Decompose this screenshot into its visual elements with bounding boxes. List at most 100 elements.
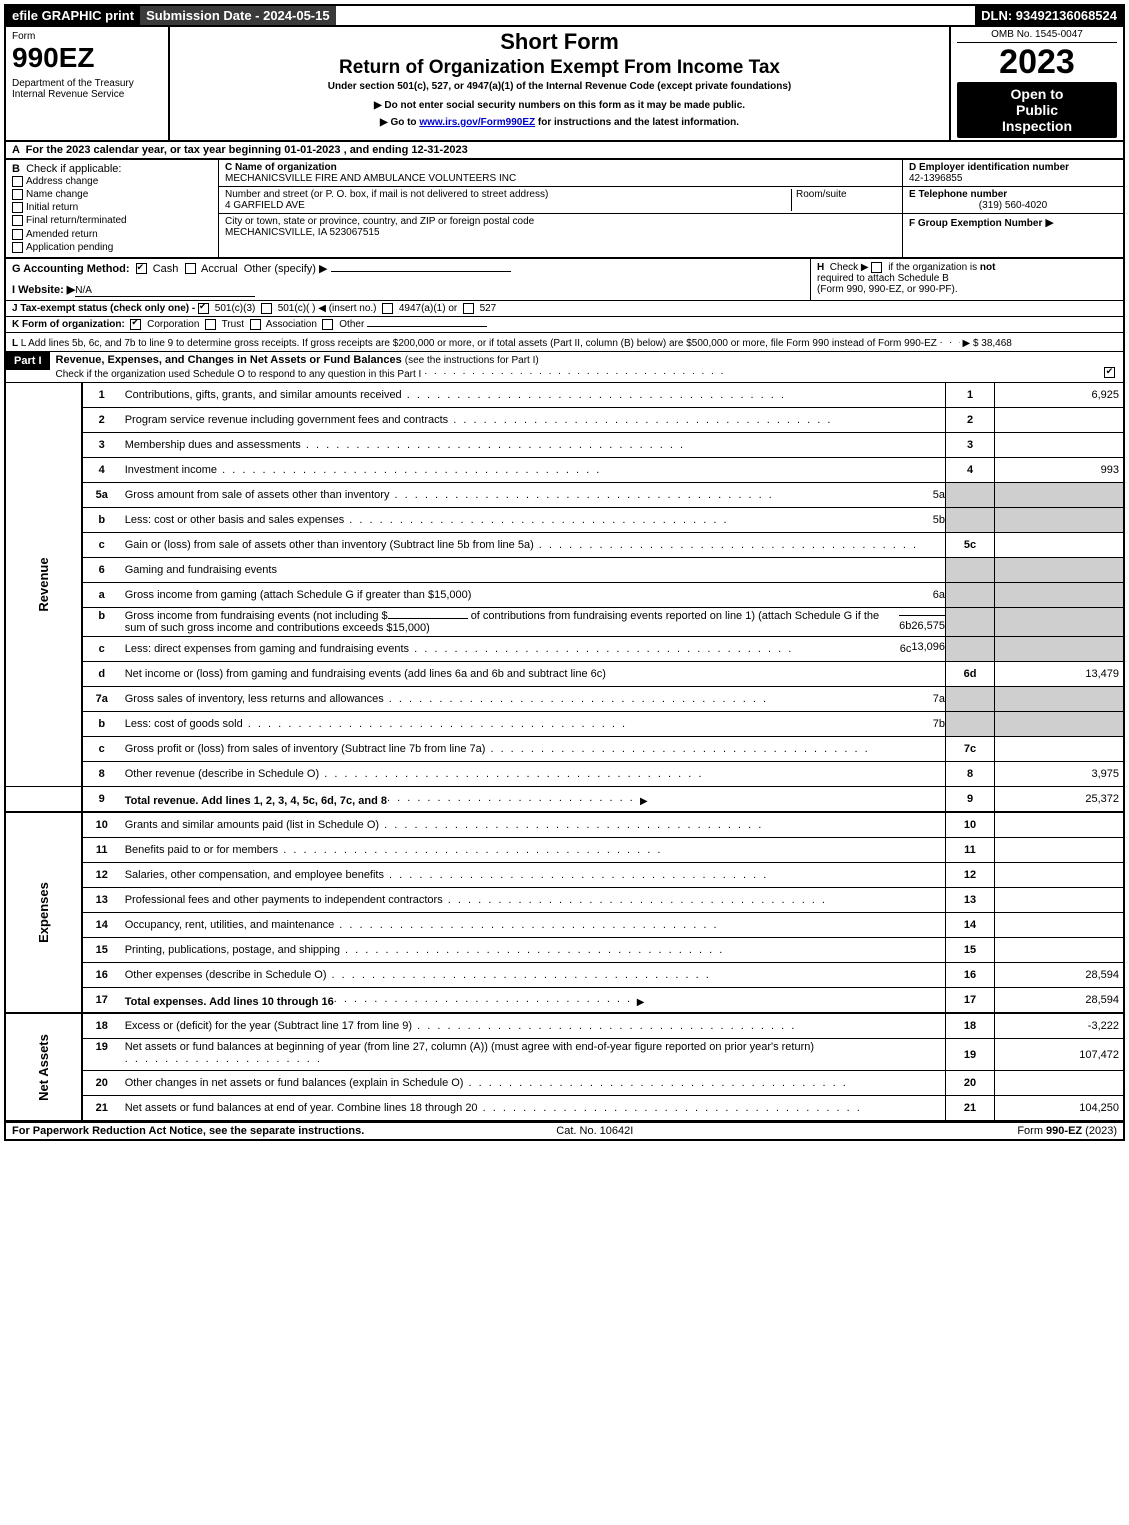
section-c: C Name of organization MECHANICSVILLE FI… <box>219 160 902 257</box>
chk-501c[interactable] <box>261 303 272 314</box>
chk-trust[interactable] <box>205 319 216 330</box>
row-14: 14Occupancy, rent, utilities, and mainte… <box>5 913 1124 938</box>
i-label: I Website: ▶ <box>12 284 75 296</box>
chk-amended[interactable]: Amended return <box>12 228 212 241</box>
expenses-tab: Expenses <box>5 812 82 1013</box>
val-5c <box>995 533 1125 558</box>
row-16: 16Other expenses (describe in Schedule O… <box>5 963 1124 988</box>
val-3 <box>995 433 1125 458</box>
subtitle: Under section 501(c), 527, or 4947(a)(1)… <box>176 81 943 92</box>
note-1: ▶ Do not enter social security numbers o… <box>176 100 943 111</box>
chk-4947[interactable] <box>382 303 393 314</box>
chk-501c3[interactable] <box>198 303 209 314</box>
b-text: Check if applicable: <box>26 163 121 175</box>
ein-value: 42-1396855 <box>909 173 1117 184</box>
section-g: G Accounting Method: Cash Accrual Other … <box>6 259 810 300</box>
val-19: 107,472 <box>995 1039 1125 1071</box>
open2: Public <box>961 102 1113 118</box>
chk-pending[interactable]: Application pending <box>12 241 212 254</box>
section-f: F Group Exemption Number ▶ <box>903 214 1123 231</box>
val-16: 28,594 <box>995 963 1125 988</box>
section-k: K Form of organization: Corporation Trus… <box>4 317 1125 333</box>
row-6a: aGross income from gaming (attach Schedu… <box>5 583 1124 608</box>
val-1: 6,925 <box>995 383 1125 408</box>
chk-address[interactable]: Address change <box>12 175 212 188</box>
omb-label: OMB No. 1545-0047 <box>957 29 1117 43</box>
row-2: 2Program service revenue including gover… <box>5 408 1124 433</box>
row-18: Net Assets 18Excess or (deficit) for the… <box>5 1013 1124 1039</box>
revenue-tab: Revenue <box>5 383 82 787</box>
section-a: A For the 2023 calendar year, or tax yea… <box>4 142 1125 160</box>
chk-name[interactable]: Name change <box>12 188 212 201</box>
chk-corp[interactable] <box>130 319 141 330</box>
g-label: G Accounting Method: <box>12 263 130 275</box>
section-l: L L Add lines 5b, 6c, and 7b to line 9 t… <box>4 333 1125 352</box>
spacer <box>336 6 976 25</box>
chk-cash[interactable] <box>136 263 147 274</box>
val-6c: 13,096 <box>911 641 945 657</box>
row-6b: b Gross income from fundraising events (… <box>5 608 1124 637</box>
chk-final[interactable]: Final return/terminated <box>12 214 212 227</box>
efile-label[interactable]: efile GRAPHIC print <box>6 6 140 25</box>
section-e: E Telephone number (319) 560-4020 <box>903 187 1123 214</box>
chk-initial[interactable]: Initial return <box>12 201 212 214</box>
chk-assoc[interactable] <box>250 319 261 330</box>
row-5b: bLess: cost or other basis and sales exp… <box>5 508 1124 533</box>
val-18: -3,222 <box>995 1013 1125 1039</box>
chk-other[interactable] <box>322 319 333 330</box>
row-19: 19Net assets or fund balances at beginni… <box>5 1039 1124 1071</box>
part1-check[interactable] <box>1099 352 1123 378</box>
open-public-box: Open to Public Inspection <box>957 82 1117 138</box>
val-6d: 13,479 <box>995 662 1125 687</box>
val-21: 104,250 <box>995 1096 1125 1122</box>
submission-date: Submission Date - 2024-05-15 <box>140 6 336 25</box>
form-number: 990EZ <box>12 42 162 74</box>
footer-left: For Paperwork Reduction Act Notice, see … <box>12 1125 364 1137</box>
tax-year: 2023 <box>957 43 1117 82</box>
row-6d: dNet income or (loss) from gaming and fu… <box>5 662 1124 687</box>
val-13 <box>995 888 1125 913</box>
netassets-tab: Net Assets <box>5 1013 82 1121</box>
part1-heading: Revenue, Expenses, and Changes in Net As… <box>50 352 1099 382</box>
dln-label: DLN: 93492136068524 <box>975 6 1123 25</box>
part1-label: Part I <box>6 352 50 370</box>
section-i: I Website: ▶N/A <box>12 283 804 297</box>
chk-accrual[interactable] <box>185 263 196 274</box>
row-21: 21Net assets or fund balances at end of … <box>5 1096 1124 1122</box>
other-org-input[interactable] <box>367 326 487 327</box>
val-4: 993 <box>995 458 1125 483</box>
val-15 <box>995 938 1125 963</box>
org-name-row: C Name of organization MECHANICSVILLE FI… <box>219 160 902 187</box>
row-7b: bLess: cost of goods sold7b <box>5 712 1124 737</box>
other-method-input[interactable] <box>331 271 511 272</box>
section-b: B Check if applicable: Address change Na… <box>6 160 219 257</box>
row-6c: cLess: direct expenses from gaming and f… <box>5 637 1124 662</box>
street-value: 4 GARFIELD AVE <box>225 200 791 211</box>
val-6b: 26,575 <box>911 616 945 636</box>
irs-link[interactable]: www.irs.gov/Form990EZ <box>419 117 535 128</box>
section-def: D Employer identification number 42-1396… <box>902 160 1123 257</box>
part1-header: Part I Revenue, Expenses, and Changes in… <box>4 352 1125 383</box>
val-11 <box>995 838 1125 863</box>
footer-mid: Cat. No. 10642I <box>556 1125 633 1137</box>
c-name-label: C Name of organization <box>225 162 896 173</box>
f-label: F Group Exemption Number <box>909 218 1042 229</box>
street-row: Number and street (or P. O. box, if mail… <box>219 187 902 214</box>
row-4: 4Investment income4993 <box>5 458 1124 483</box>
val-8: 3,975 <box>995 762 1125 787</box>
d-label: D Employer identification number <box>909 162 1117 173</box>
section-a-text: For the 2023 calendar year, or tax year … <box>26 144 468 156</box>
chk-schedb[interactable] <box>871 262 882 273</box>
row-20: 20Other changes in net assets or fund ba… <box>5 1071 1124 1096</box>
row-8: 8Other revenue (describe in Schedule O)8… <box>5 762 1124 787</box>
main-table: Revenue 1Contributions, gifts, grants, a… <box>4 383 1125 1122</box>
chk-527[interactable] <box>463 303 474 314</box>
val-7c <box>995 737 1125 762</box>
row-7c: cGross profit or (loss) from sales of in… <box>5 737 1124 762</box>
row-15: 15Printing, publications, postage, and s… <box>5 938 1124 963</box>
section-j: J Tax-exempt status (check only one) - 5… <box>4 301 1125 317</box>
form-header: Form 990EZ Department of the Treasury In… <box>4 27 1125 142</box>
row-10: Expenses 10Grants and similar amounts pa… <box>5 812 1124 838</box>
row-12: 12Salaries, other compensation, and empl… <box>5 863 1124 888</box>
contrib-input[interactable] <box>388 618 468 619</box>
